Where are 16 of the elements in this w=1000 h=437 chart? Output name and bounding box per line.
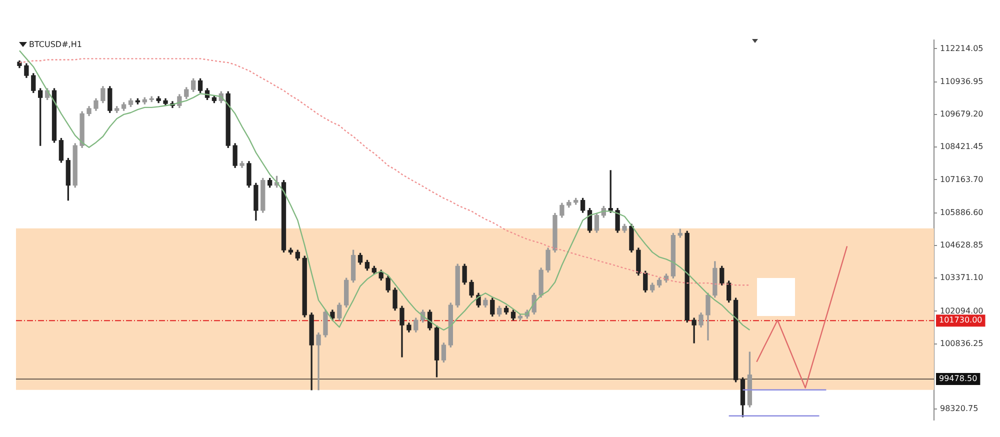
y-tick-label: 105886.60 <box>940 208 984 217</box>
y-tick-label: 107163.70 <box>940 174 984 184</box>
y-tick-label: 103371.10 <box>940 273 984 282</box>
y-tick-label: 100836.25 <box>940 338 984 348</box>
y-tick-label: 104628.85 <box>940 240 984 250</box>
y-tick-label: 109679.20 <box>940 110 984 119</box>
ref-line-label: 99478.50 <box>939 374 978 384</box>
y-tick-label: 112214.05 <box>940 44 984 53</box>
ref-line-label: 101730.00 <box>939 316 982 325</box>
y-tick-label: 110936.95 <box>940 76 984 86</box>
y-tick-label: 98320.75 <box>940 404 978 414</box>
candlestick <box>316 332 321 390</box>
candlestick <box>692 318 696 344</box>
chart-title: BTCUSD#,H1 <box>29 40 82 49</box>
y-tick-label: 102094.00 <box>940 306 984 316</box>
y-tick-label: 108421.45 <box>940 142 984 152</box>
